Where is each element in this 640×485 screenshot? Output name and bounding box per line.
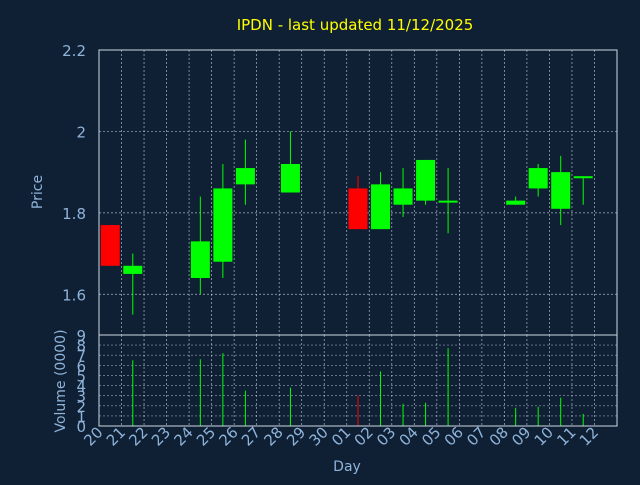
candle-body: [100, 225, 120, 266]
volume-grid: [99, 335, 617, 426]
candle-body: [551, 172, 571, 209]
candles: [100, 131, 593, 315]
volume-panel-frame: [98, 334, 618, 427]
candle-body: [573, 176, 593, 179]
candle-04: [416, 159, 436, 205]
candle-body: [235, 168, 255, 185]
price-tick-label: 2: [76, 123, 86, 141]
price-grid: [99, 50, 617, 335]
candle-24: [190, 196, 210, 295]
panel-frames: [98, 49, 618, 427]
candle-11: [573, 176, 593, 205]
candle-body: [123, 265, 143, 274]
chart-title: IPDN - last updated 11/12/2025: [237, 16, 474, 34]
volume-tick-label: 3: [76, 388, 86, 406]
candle-01: [348, 176, 368, 230]
candle-02: [371, 172, 391, 230]
volume-axis-label: Volume (0000): [53, 329, 69, 432]
price-tick-labels: 1.6 1.8 2 2.2: [62, 42, 86, 304]
price-tick-label: 2.2: [62, 42, 86, 60]
volume-tick-label: 4: [76, 378, 86, 396]
candle-28: [280, 131, 300, 193]
volume-tick-label: 6: [76, 357, 86, 375]
candle-10: [551, 155, 571, 226]
price-tick-label: 1.8: [62, 205, 86, 223]
candle-body: [348, 188, 368, 230]
candle-body: [528, 168, 548, 189]
candle-21: [123, 253, 143, 315]
candle-26: [235, 139, 255, 205]
volume-tick-label: 1: [76, 408, 86, 426]
candle-20: [100, 225, 120, 266]
candle-body: [280, 164, 300, 193]
volume-bars: [132, 348, 584, 426]
candle-08: [506, 196, 526, 205]
candle-body: [371, 184, 391, 230]
volume-tick-label: 8: [76, 337, 86, 355]
candle-body: [438, 200, 458, 203]
x-axis-label: Day: [333, 459, 361, 475]
candle-body: [506, 200, 526, 205]
volume-tick-label: 7: [76, 347, 86, 365]
volume-tick-label: 0: [76, 418, 86, 436]
candle-05: [438, 168, 458, 234]
candle-03: [393, 168, 413, 217]
price-tick-label: 1.6: [62, 286, 86, 304]
x-tick-label: 12: [576, 423, 602, 449]
candle-09: [528, 164, 548, 197]
x-tick-labels: 2021222324252627282930010203040506070809…: [80, 423, 602, 449]
volume-tick-label: 9: [76, 327, 86, 345]
volume-tick-label: 2: [76, 398, 86, 416]
candle-25: [213, 164, 233, 278]
candle-body: [213, 188, 233, 262]
price-axis-label: Price: [30, 175, 46, 209]
candle-body: [416, 159, 436, 201]
volume-tick-label: 5: [76, 367, 86, 385]
candle-body: [393, 188, 413, 205]
candle-body: [190, 241, 210, 278]
